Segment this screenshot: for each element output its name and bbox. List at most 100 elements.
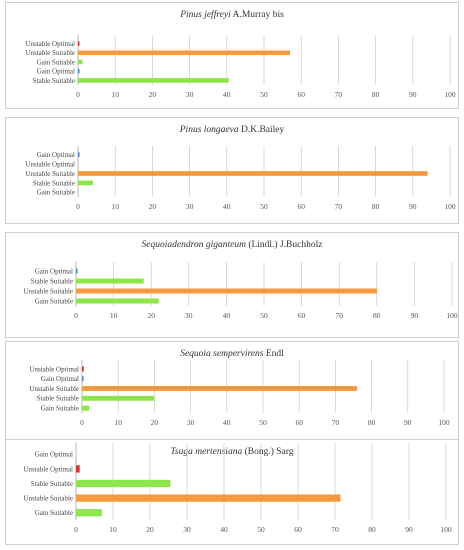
chart-panel-4: Sequoia sempervirens Endl 0 10 20 30 40 50 60 70… (5, 341, 459, 444)
x-tick-label: 60 (298, 311, 306, 320)
x-tick-label: 90 (404, 418, 412, 427)
category-label: Unstable Optimal (29, 365, 79, 373)
bar-gain-suitable (78, 59, 83, 65)
category-label: Unstable Suitable (25, 170, 75, 178)
x-tick-label: 50 (260, 90, 268, 99)
x-tick-label: 90 (409, 202, 417, 211)
chart-panel-3: Sequoiadendron giganteum (Lindl.) J.Buch… (5, 232, 459, 338)
bar-unstable-optimal (82, 366, 84, 372)
category-label: Unstable Suitable (25, 49, 75, 57)
x-tick-label: 80 (373, 311, 381, 320)
x-tick-label: 90 (405, 525, 413, 534)
category-label: Unstable Optimal (25, 161, 75, 169)
category-label: Gain Optimal (41, 375, 79, 383)
category-label: Unstable Suitable (23, 495, 73, 503)
bar-unstable-suitable (76, 494, 341, 502)
bar-unstable-suitable (78, 50, 291, 56)
category-label: Gain Suitable (35, 297, 73, 305)
x-tick-label: 50 (259, 418, 267, 427)
x-tick-label: 0 (76, 202, 80, 211)
bar-gain-optimal (76, 268, 78, 274)
x-tick-label: 90 (411, 311, 419, 320)
x-tick-label: 50 (260, 311, 268, 320)
x-tick-label: 30 (187, 418, 195, 427)
bar-gain-suitable (76, 298, 159, 304)
x-tick-label: 100 (438, 418, 450, 427)
category-label: Stable Suitable (37, 395, 79, 403)
bar-gain-optimal (78, 68, 80, 74)
chart-title: Pinus jeffreyi A.Murray bis (6, 10, 458, 20)
x-tick-label: 60 (294, 525, 302, 534)
x-tick-label: 20 (146, 525, 154, 534)
x-tick-label: 100 (444, 202, 456, 211)
bar-gain-optimal (82, 376, 84, 382)
x-tick-label: 20 (147, 311, 155, 320)
bar-stable-suitable (82, 395, 155, 401)
x-tick-label: 100 (446, 311, 458, 320)
bar-unstable-suitable (82, 386, 358, 391)
category-label: Unstable Optimal (23, 465, 73, 473)
x-tick-label: 50 (260, 202, 268, 211)
x-tick-label: 50 (257, 525, 265, 534)
x-tick-label: 70 (331, 525, 339, 534)
category-label: Gain Optimal (37, 151, 75, 159)
x-tick-label: 80 (372, 202, 380, 211)
bar-unstable-suitable (76, 288, 377, 294)
x-tick-label: 0 (76, 90, 80, 99)
category-label: Stable Suitable (33, 179, 75, 187)
chart-title-authority: (Lindl.) J.Buchholz (245, 240, 323, 250)
chart-panel-2: Pinus longaeva D.K.Bailey 0 10 20 30 40 50 60 70… (5, 117, 459, 224)
x-tick-label: 10 (114, 418, 122, 427)
chart-plot: 0 10 20 30 40 50 60 70 80 90 100 Unstable Optimal Ga… (29, 360, 450, 427)
chart-title-authority: A.Murray bis (230, 10, 284, 20)
category-label: Stable Suitable (33, 77, 75, 85)
x-tick-label: 10 (109, 525, 117, 534)
chart-title-authority: D.K.Bailey (238, 125, 285, 135)
chart-title: Tsuga mertensiana (Bong.) Sarg (6, 447, 458, 457)
x-tick-label: 70 (335, 202, 343, 211)
chart-title: Sequoiadendron giganteum (Lindl.) J.Buch… (6, 240, 458, 250)
x-tick-label: 40 (223, 418, 231, 427)
x-tick-label: 30 (186, 90, 194, 99)
bar-stable-suitable (78, 78, 229, 83)
x-tick-label: 30 (186, 202, 194, 211)
bar-stable-suitable (76, 479, 171, 488)
x-tick-label: 40 (223, 202, 231, 211)
category-label: Unstable Optimal (25, 40, 75, 48)
x-tick-label: 10 (111, 202, 119, 211)
x-tick-label: 80 (368, 418, 376, 427)
x-tick-label: 80 (372, 90, 380, 99)
x-tick-label: 90 (409, 90, 417, 99)
chart-title-species: Pinus jeffreyi (180, 10, 231, 20)
bar-unstable-optimal (78, 41, 80, 46)
chart-title-species: Tsuga mertensiana (170, 447, 243, 457)
category-label: Unstable Suitable (23, 287, 73, 295)
x-tick-label: 20 (149, 202, 157, 211)
x-tick-label: 70 (332, 418, 340, 427)
chart-panel-5: Tsuga mertensiana (Bong.) Sarg 0 10 20 30 40 5… (5, 439, 459, 545)
x-tick-label: 30 (183, 525, 191, 534)
x-tick-label: 60 (297, 90, 305, 99)
category-label: Gain Optimal (35, 267, 73, 275)
x-tick-label: 60 (297, 202, 305, 211)
category-label: Stable Suitable (31, 480, 73, 488)
category-label: Unstable Suitable (29, 385, 79, 393)
chart-title-species: Sequoia sempervirens (180, 349, 264, 359)
chart-plot: 0 10 20 30 40 50 60 70 80 90 100 Gain Optimal Stable… (23, 262, 458, 320)
x-tick-label: 70 (335, 90, 343, 99)
x-tick-label: 20 (149, 90, 157, 99)
x-tick-label: 100 (440, 525, 452, 534)
chart-title: Pinus longaeva D.K.Bailey (6, 125, 458, 135)
chart-title-species: Sequoiadendron giganteum (141, 240, 246, 250)
x-tick-label: 30 (185, 311, 193, 320)
x-tick-label: 10 (110, 311, 118, 320)
chart-title-species: Pinus longaeva (179, 125, 239, 135)
x-tick-label: 40 (223, 311, 231, 320)
category-label: Gain Suitable (35, 509, 73, 517)
category-label: Stable Suitable (31, 277, 73, 285)
chart-title: Sequoia sempervirens Endl (6, 349, 458, 359)
bar-unstable-suitable (78, 171, 428, 176)
bar-gain-suitable (82, 405, 90, 411)
x-tick-label: 40 (220, 525, 228, 534)
